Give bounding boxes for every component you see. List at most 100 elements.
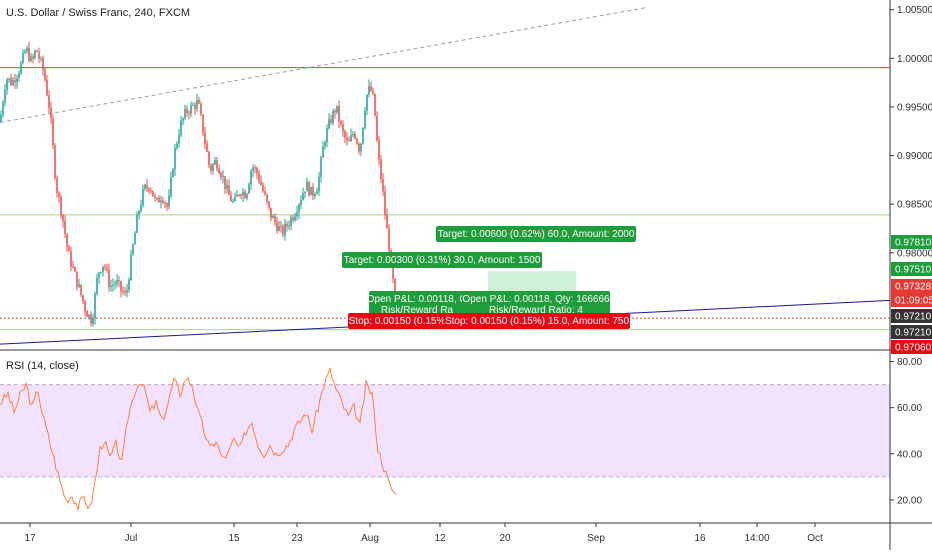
- candle-body: [128, 279, 130, 290]
- candle-body: [114, 283, 116, 285]
- stop-label-1-text-0: Stop: 0.00150 (0.15%: [349, 316, 446, 327]
- candle-body: [224, 176, 226, 189]
- candle-body: [92, 318, 94, 324]
- rsi-title: RSI (14, close): [6, 360, 79, 372]
- candle-body: [22, 52, 24, 63]
- price-tick-label: 0.98000: [897, 248, 932, 259]
- price-badge[interactable]: [891, 340, 932, 354]
- candle-body: [260, 181, 262, 186]
- rsi-line-layer: [0, 367, 397, 511]
- candle-body: [288, 225, 290, 227]
- time-tick-label: 14:00: [744, 533, 769, 544]
- candle-body: [10, 78, 12, 85]
- candle-body: [356, 138, 358, 144]
- price-badge-label: 0.97060: [895, 343, 932, 354]
- candle-body: [68, 246, 70, 252]
- candle-body: [178, 135, 180, 144]
- candle-body: [372, 91, 374, 94]
- pnl-label-1-box[interactable]: [369, 291, 465, 315]
- price-badge-label: 0.97810: [895, 238, 932, 249]
- candle-body: [18, 73, 20, 78]
- candle-body: [32, 56, 34, 59]
- candle-body: [322, 146, 324, 158]
- price-badge[interactable]: [891, 325, 932, 339]
- rsi-band: [0, 384, 890, 477]
- candle-body: [212, 164, 214, 171]
- candle-body: [70, 251, 72, 267]
- candle-body: [342, 124, 344, 132]
- price-badge[interactable]: [891, 235, 932, 249]
- candle-body: [306, 182, 308, 192]
- candle-body: [268, 201, 270, 208]
- rsi-tick-label: 60.00: [897, 403, 922, 414]
- candle-body: [236, 194, 238, 197]
- price-badge[interactable]: [891, 279, 932, 293]
- time-tick-label: 17: [24, 533, 36, 544]
- candle-body: [230, 195, 232, 202]
- candle-body: [102, 266, 104, 273]
- candle-body: [98, 272, 100, 278]
- price-badge[interactable]: [891, 262, 932, 276]
- candle-body: [324, 142, 326, 147]
- candle-body: [170, 177, 172, 196]
- candle-body: [244, 191, 246, 199]
- candle-body: [252, 167, 254, 172]
- pnl-label-2-text-0: Open P&L: 0.00118, Qty: 166666: [462, 294, 610, 305]
- candle-body: [280, 226, 282, 228]
- stop-label-1-box[interactable]: [348, 313, 446, 329]
- candle-body: [388, 228, 390, 251]
- price-tick-label: 0.99000: [897, 151, 932, 162]
- candle-body: [312, 187, 314, 197]
- candle-body: [238, 194, 240, 196]
- candle-body: [316, 191, 318, 195]
- candle-body: [88, 314, 90, 317]
- candle-body: [168, 195, 170, 207]
- candle-body: [140, 204, 142, 212]
- candle-body: [326, 128, 328, 143]
- candle-body: [6, 79, 8, 90]
- candle-body: [42, 58, 44, 70]
- candle-body: [202, 114, 204, 134]
- candle-body: [4, 89, 6, 103]
- candle-body: [364, 110, 366, 128]
- candle-body: [338, 105, 340, 122]
- candle-body: [266, 194, 268, 202]
- candle-body: [144, 184, 146, 189]
- price-tick-label: 1.00500: [897, 5, 932, 16]
- pnl-label-2-box[interactable]: [462, 291, 610, 315]
- candle-body: [20, 62, 22, 74]
- pnl-label-1-text-0: Open P&L: 0.00118, Q: [367, 294, 468, 305]
- target-label-2-box[interactable]: [436, 226, 636, 242]
- price-tick-label: 0.99500: [897, 102, 932, 113]
- candle-body: [8, 78, 10, 80]
- candle-body: [136, 215, 138, 234]
- candle-body: [26, 47, 28, 52]
- candle-body: [142, 188, 144, 205]
- stop-label-2-box[interactable]: [444, 313, 630, 329]
- candle-body: [358, 143, 360, 152]
- target-label-1-box[interactable]: [342, 252, 542, 268]
- price-badge-label: 0.97510: [895, 265, 932, 276]
- candle-body: [226, 185, 228, 189]
- candle-body: [318, 176, 320, 192]
- candle-body: [24, 51, 26, 53]
- candle-body: [74, 267, 76, 272]
- candle-body: [308, 182, 310, 196]
- candle-body: [154, 196, 156, 199]
- candle-body: [346, 137, 348, 141]
- price-axis[interactable]: 1.00500 1.00000 0.99500 0.99000 0.98500 0.980…: [890, 5, 932, 354]
- candle-body: [272, 216, 274, 219]
- candle-body: [82, 294, 84, 302]
- candle-body: [366, 94, 368, 111]
- price-badge[interactable]: [891, 293, 932, 307]
- rsi-axis[interactable]: 80.00 60.00 40.00 20.00: [890, 357, 922, 506]
- price-badge-label: 0.97210: [895, 328, 932, 339]
- candle-body: [194, 104, 196, 109]
- candle-body: [138, 211, 140, 216]
- candle-body: [310, 187, 312, 196]
- candle-body: [278, 226, 280, 231]
- price-badge[interactable]: [891, 309, 932, 323]
- time-axis[interactable]: 17 Jul 15 23 Aug 12 20 Sep 16 14:00 Oct: [24, 523, 823, 544]
